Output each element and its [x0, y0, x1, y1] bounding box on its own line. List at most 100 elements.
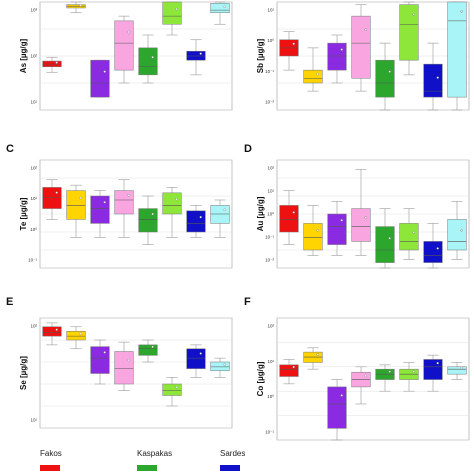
box-5 — [138, 339, 158, 363]
mean-marker — [436, 76, 439, 79]
box-7 — [423, 223, 443, 269]
legend-item-sardes: Sardes — [220, 449, 245, 471]
box-7 — [423, 354, 443, 392]
panel-2: 10⁻² 10⁻¹ 10⁰ 10¹ Sb [µg/g] — [256, 1, 470, 111]
mean-marker — [364, 216, 367, 219]
box-4 — [351, 366, 371, 405]
box-body — [423, 63, 443, 98]
mean-marker — [412, 370, 415, 373]
box-8 — [447, 1, 467, 111]
mean-marker — [79, 196, 82, 200]
box-body — [162, 383, 182, 396]
box-body — [186, 210, 206, 233]
box-body — [162, 1, 182, 25]
y-axis-label: Co [µg/g] — [256, 361, 265, 396]
box-body — [279, 364, 299, 377]
mean-marker — [55, 61, 58, 64]
y-tick-label: 10¹ — [267, 189, 274, 194]
box-body — [303, 223, 323, 251]
box-1 — [279, 190, 299, 245]
box-2 — [303, 205, 323, 256]
legend-item-fakos: Fakos — [40, 449, 62, 471]
box-body — [447, 219, 467, 251]
mean-marker — [127, 30, 130, 34]
mean-marker — [175, 386, 178, 389]
y-tick-label: 10² — [30, 54, 37, 59]
mean-marker — [151, 212, 154, 216]
panel-3: 10⁻¹ 10⁰ 10¹ 10² Te [µg/g] C — [6, 143, 233, 269]
y-tick-label: 10³ — [30, 8, 37, 13]
mean-marker — [436, 247, 439, 250]
legend-swatch — [220, 465, 240, 471]
box-body — [90, 59, 110, 98]
panel-letter: E — [6, 296, 13, 308]
box-body — [66, 190, 86, 220]
box-body — [114, 190, 134, 215]
box-body — [423, 359, 443, 380]
y-tick-label: 10² — [30, 166, 37, 171]
mean-marker — [151, 345, 154, 348]
box-6 — [162, 377, 182, 407]
box-body — [138, 344, 158, 356]
legend-swatch — [40, 465, 60, 471]
box-6 — [399, 1, 419, 76]
box-7 — [186, 344, 206, 378]
mean-marker — [292, 42, 295, 45]
y-tick-label: 10² — [30, 324, 37, 329]
y-tick-label: 10⁰ — [267, 394, 274, 399]
box-5 — [375, 364, 395, 392]
box-body — [399, 223, 419, 251]
box-body — [210, 2, 230, 13]
mean-marker — [412, 13, 415, 16]
mean-marker — [364, 374, 367, 378]
y-tick-label: 10¹ — [267, 8, 274, 13]
mean-marker — [151, 56, 154, 59]
mean-marker — [103, 351, 106, 354]
y-tick-label: 10⁻¹ — [265, 69, 274, 74]
legend-swatch — [137, 465, 157, 471]
y-tick-label: 10² — [267, 324, 274, 329]
mean-marker — [412, 231, 415, 234]
box-5 — [138, 34, 158, 84]
box-body — [447, 366, 467, 375]
box-body — [279, 205, 299, 233]
box-body — [138, 47, 158, 76]
mean-marker — [103, 70, 106, 73]
box-1 — [42, 179, 62, 220]
mean-marker — [316, 73, 319, 76]
mean-marker — [127, 358, 130, 362]
box-2 — [66, 326, 86, 350]
box-8 — [447, 201, 467, 260]
mean-marker — [223, 363, 226, 366]
mean-marker — [292, 365, 295, 369]
y-tick-label: 10⁻¹ — [265, 235, 274, 240]
box-7 — [186, 39, 206, 76]
mean-marker — [199, 352, 202, 355]
mean-marker — [316, 229, 319, 232]
box-2 — [66, 184, 86, 238]
box-5 — [375, 208, 395, 269]
mean-marker — [364, 28, 367, 31]
box-3 — [327, 34, 347, 84]
box-1 — [279, 359, 299, 385]
box-3 — [90, 190, 110, 238]
mean-marker — [460, 229, 463, 232]
mean-marker — [79, 4, 82, 7]
box-4 — [114, 179, 134, 238]
panel-6: 10⁻¹ 10⁰ 10¹ 10² Co [µg/g] F — [244, 296, 470, 441]
box-4 — [351, 4, 371, 92]
mean-marker — [223, 208, 226, 211]
box-4 — [351, 169, 371, 256]
mean-marker — [340, 394, 343, 397]
box-5 — [375, 42, 395, 111]
box-body — [327, 42, 347, 71]
box-7 — [423, 42, 443, 111]
box-body — [90, 346, 110, 374]
box-6 — [162, 1, 182, 36]
y-tick-label: 10² — [267, 166, 274, 171]
box-3 — [327, 379, 347, 441]
box-4 — [114, 15, 134, 84]
y-tick-label: 10¹ — [30, 418, 37, 423]
legend-label: Sardes — [220, 449, 245, 458]
